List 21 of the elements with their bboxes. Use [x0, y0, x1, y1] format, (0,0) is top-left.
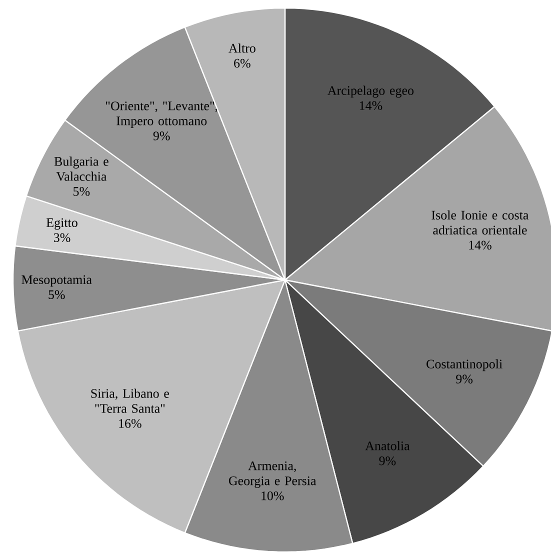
slice-label: Egitto	[46, 218, 78, 230]
slice-label: Armenia, Georgia e Persia	[228, 461, 316, 488]
data-label: 10%	[262, 491, 284, 500]
data-label: 5%	[74, 187, 90, 196]
slice-label: Isole Ionie e costa adriatica orientale	[432, 210, 529, 234]
slice-label: Bulgaria e Valacchia	[54, 156, 108, 181]
slice-label: Altro	[228, 43, 256, 53]
slice-label: Anatolia	[365, 441, 410, 450]
data-label: 6%	[234, 58, 250, 68]
slice-label: Siria, Libano e "Terra Santa"	[91, 388, 169, 413]
data-label: 3%	[54, 233, 70, 242]
slice-label: Mesopotamia	[22, 275, 92, 287]
data-label: 9%	[456, 374, 473, 384]
data-label: 14%	[360, 101, 382, 110]
data-label: 9%	[379, 456, 396, 466]
data-label: 14%	[469, 240, 492, 250]
data-label: 16%	[119, 419, 142, 428]
slice-label: Arcipelago egeo	[328, 86, 414, 98]
slice-label: Costantinopoli	[426, 359, 502, 372]
data-label: 9%	[153, 132, 170, 140]
data-label: 5%	[48, 290, 65, 300]
